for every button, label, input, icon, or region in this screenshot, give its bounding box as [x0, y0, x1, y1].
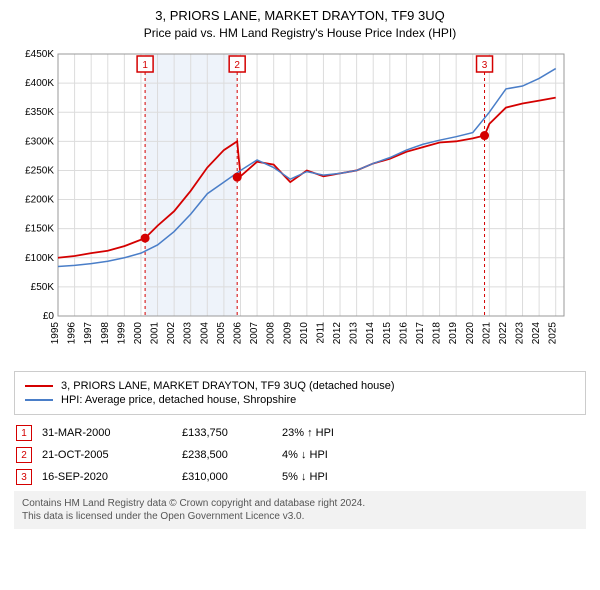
- svg-text:2022: 2022: [498, 322, 509, 345]
- sale-date: 21-OCT-2005: [42, 449, 182, 461]
- svg-text:2014: 2014: [365, 322, 376, 345]
- svg-text:2003: 2003: [183, 322, 194, 345]
- svg-text:2010: 2010: [299, 322, 310, 345]
- chart-svg: £0 £50K £100K £150K £200K £250K £300K £350K £400…: [14, 48, 574, 358]
- sale-marker-icon: 3: [16, 469, 32, 485]
- svg-text:2019: 2019: [448, 322, 459, 345]
- sale-date: 31-MAR-2000: [42, 427, 182, 439]
- svg-text:2002: 2002: [166, 322, 177, 345]
- legend-swatch: [25, 385, 53, 387]
- svg-text:1997: 1997: [83, 322, 94, 345]
- svg-text:2012: 2012: [332, 322, 343, 345]
- svg-text:2024: 2024: [531, 322, 542, 345]
- sale-diff: 23% ↑ HPI: [282, 427, 334, 439]
- svg-text:1: 1: [142, 60, 148, 71]
- svg-text:1995: 1995: [50, 322, 61, 345]
- svg-text:2016: 2016: [398, 322, 409, 345]
- svg-text:2013: 2013: [349, 322, 360, 345]
- legend-label: 3, PRIORS LANE, MARKET DRAYTON, TF9 3UQ …: [61, 380, 395, 392]
- svg-text:2021: 2021: [481, 322, 492, 345]
- svg-text:2001: 2001: [150, 322, 161, 345]
- sale-row: 1 31-MAR-2000£133,75023% ↑ HPI: [16, 425, 584, 441]
- sale-diff: 4% ↓ HPI: [282, 449, 328, 461]
- line-chart: £0 £50K £100K £150K £200K £250K £300K £350K £400…: [14, 48, 586, 361]
- svg-text:2009: 2009: [282, 322, 293, 345]
- svg-text:2011: 2011: [315, 322, 326, 344]
- svg-text:1996: 1996: [67, 322, 78, 345]
- footnote-line-1: Contains HM Land Registry data © Crown c…: [22, 497, 578, 510]
- svg-text:£250K: £250K: [25, 165, 54, 176]
- chart-subtitle: Price paid vs. HM Land Registry's House …: [14, 26, 586, 40]
- svg-text:£300K: £300K: [25, 136, 54, 147]
- svg-text:£350K: £350K: [25, 107, 54, 118]
- legend-item: HPI: Average price, detached house, Shro…: [25, 394, 575, 406]
- svg-text:£50K: £50K: [31, 282, 55, 293]
- svg-text:2007: 2007: [249, 322, 260, 345]
- svg-text:£400K: £400K: [25, 78, 54, 89]
- sale-diff: 5% ↓ HPI: [282, 471, 328, 483]
- sale-row: 3 16-SEP-2020£310,0005% ↓ HPI: [16, 469, 584, 485]
- svg-text:2008: 2008: [266, 322, 277, 345]
- sale-marker-icon: 2: [16, 447, 32, 463]
- sale-date: 16-SEP-2020: [42, 471, 182, 483]
- sale-price: £310,000: [182, 471, 282, 483]
- legend-item: 3, PRIORS LANE, MARKET DRAYTON, TF9 3UQ …: [25, 380, 575, 392]
- legend: 3, PRIORS LANE, MARKET DRAYTON, TF9 3UQ …: [14, 371, 586, 415]
- footnote-line-2: This data is licensed under the Open Gov…: [22, 510, 578, 523]
- svg-text:2004: 2004: [199, 322, 210, 345]
- footnote: Contains HM Land Registry data © Crown c…: [14, 491, 586, 529]
- sale-row: 2 21-OCT-2005£238,5004% ↓ HPI: [16, 447, 584, 463]
- svg-text:2: 2: [234, 60, 240, 71]
- legend-label: HPI: Average price, detached house, Shro…: [61, 394, 296, 406]
- svg-text:2005: 2005: [216, 322, 227, 345]
- chart-title: 3, PRIORS LANE, MARKET DRAYTON, TF9 3UQ: [14, 8, 586, 23]
- svg-text:2018: 2018: [432, 322, 443, 345]
- svg-text:£0: £0: [43, 311, 55, 322]
- svg-text:1999: 1999: [116, 322, 127, 345]
- sales-table: 1 31-MAR-2000£133,75023% ↑ HPI 2 21-OCT-200…: [14, 425, 586, 485]
- svg-text:2023: 2023: [515, 322, 526, 345]
- svg-text:2000: 2000: [133, 322, 144, 345]
- svg-text:£100K: £100K: [25, 253, 54, 264]
- svg-text:2025: 2025: [548, 322, 559, 345]
- svg-text:£150K: £150K: [25, 224, 54, 235]
- sale-marker-icon: 1: [16, 425, 32, 441]
- svg-text:£200K: £200K: [25, 195, 54, 206]
- legend-swatch: [25, 399, 53, 401]
- svg-text:1998: 1998: [100, 322, 111, 345]
- svg-text:2015: 2015: [382, 322, 393, 345]
- svg-text:2006: 2006: [232, 322, 243, 345]
- svg-text:3: 3: [482, 60, 488, 71]
- svg-text:2020: 2020: [465, 322, 476, 345]
- sale-price: £238,500: [182, 449, 282, 461]
- svg-text:£450K: £450K: [25, 49, 54, 60]
- svg-text:2017: 2017: [415, 322, 426, 345]
- sale-price: £133,750: [182, 427, 282, 439]
